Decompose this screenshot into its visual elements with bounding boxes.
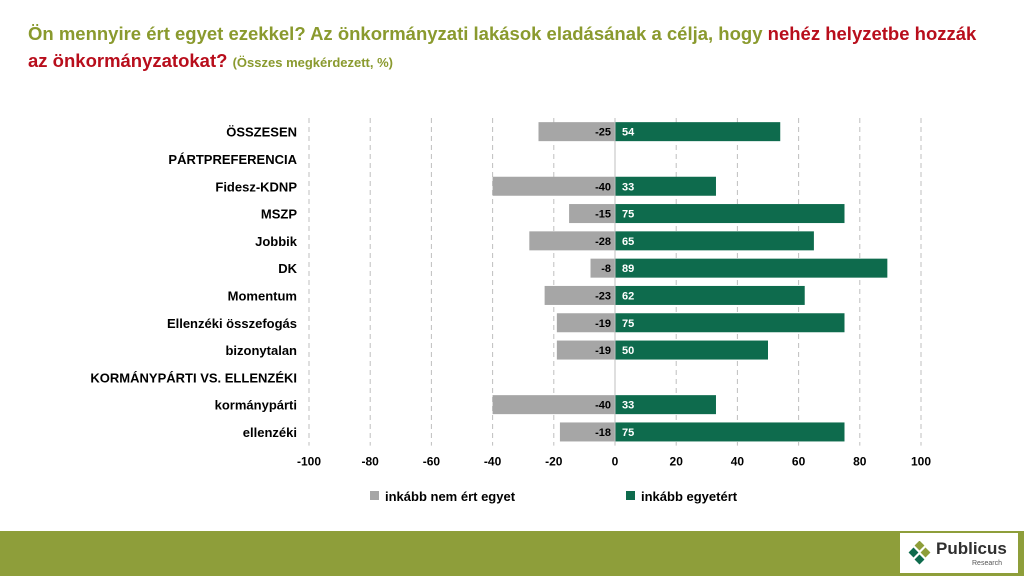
data-label-negative: -19 (595, 318, 611, 330)
category-label: Fidesz-KDNP (215, 179, 297, 194)
data-label-positive: 62 (622, 290, 634, 302)
data-label-negative: -25 (595, 127, 611, 139)
title-highlight-b: helyzetbe hozzák az önkormányzatokat (28, 23, 977, 71)
title-part1: Ön mennyire ért egyet ezekkel? Az önkorm… (28, 23, 768, 44)
bar-positive (615, 285, 805, 305)
bar-negative (556, 340, 615, 360)
category-label: kormánypárti (215, 398, 297, 413)
bar-positive (615, 313, 845, 333)
bar-positive (615, 395, 716, 415)
x-tick-label: 100 (911, 455, 931, 469)
bar-negative (569, 204, 615, 224)
data-label-positive: 65 (622, 236, 634, 248)
bar-negative (538, 122, 615, 142)
bar-negative (556, 313, 615, 333)
x-tick-label: 20 (670, 455, 684, 469)
x-tick-label: 60 (792, 455, 806, 469)
data-label-positive: 54 (622, 127, 635, 139)
x-tick-label: -100 (297, 455, 321, 469)
chart-title: Ön mennyire ért egyet ezekkel? Az önkorm… (28, 20, 988, 76)
category-label: PÁRTPREFERENCIA (168, 152, 297, 167)
data-label-negative: -40 (595, 181, 611, 193)
bar-positive (615, 340, 768, 360)
category-label: bizonytalan (225, 343, 297, 358)
bar-positive (615, 204, 845, 224)
data-label-positive: 33 (622, 400, 634, 412)
category-label: ellenzéki (243, 425, 297, 440)
bar-negative (590, 258, 615, 278)
data-label-positive: 33 (622, 181, 634, 193)
legend-label-negative: inkább nem ért egyet (385, 489, 516, 504)
data-label-positive: 75 (622, 427, 634, 439)
logo: Publicus Research (900, 533, 1018, 573)
data-label-positive: 75 (622, 318, 634, 330)
bar-positive (615, 122, 781, 142)
footer-bar (0, 531, 1024, 576)
legend-swatch-negative (370, 491, 379, 500)
data-label-negative: -28 (595, 236, 611, 248)
data-label-negative: -8 (601, 263, 611, 275)
chart-area: -100 -80 -60 -40 -20 0 20 40 60 80 100 ÖSSZESEN -25 5… (90, 118, 931, 504)
chart-subtitle: (Összes megkérdezett, %) (232, 55, 393, 70)
x-tick-label: -40 (484, 455, 502, 469)
bar-positive (615, 176, 716, 196)
x-tick-label: 80 (853, 455, 867, 469)
category-label: Jobbik (255, 234, 298, 249)
bar-positive (615, 422, 845, 442)
bar-negative (544, 285, 615, 305)
category-label: ÖSSZESEN (226, 125, 297, 140)
data-label-negative: -19 (595, 345, 611, 357)
title-highlight-a: nehéz (767, 23, 821, 44)
category-label: Ellenzéki összefogás (167, 316, 297, 331)
data-label-negative: -40 (595, 400, 611, 412)
title-question-mark: ? (216, 50, 228, 71)
x-tick-label: -60 (423, 455, 441, 469)
x-tick-label: 0 (612, 455, 619, 469)
logo-sub: Research (972, 560, 1002, 567)
legend-swatch-positive (626, 491, 635, 500)
legend-label-positive: inkább egyetért (641, 489, 738, 504)
category-label: MSZP (261, 207, 297, 222)
data-label-negative: -23 (595, 290, 611, 302)
bar-negative (559, 422, 615, 442)
x-tick-label: -80 (362, 455, 380, 469)
bar-positive (615, 258, 888, 278)
category-label: DK (278, 261, 297, 276)
data-label-positive: 75 (622, 209, 634, 221)
x-tick-label: -20 (545, 455, 563, 469)
bar-positive (615, 231, 814, 251)
category-label: KORMÁNYPÁRTI VS. ELLENZÉKI (90, 370, 297, 385)
bar-negative (492, 395, 615, 415)
x-tick-label: 40 (731, 455, 745, 469)
bar-negative (492, 176, 615, 196)
data-label-positive: 50 (622, 345, 634, 357)
logo-name: Publicus (936, 539, 1007, 558)
data-label-positive: 89 (622, 263, 634, 275)
category-label: Momentum (228, 288, 297, 303)
data-label-negative: -18 (595, 427, 611, 439)
data-label-negative: -15 (595, 209, 611, 221)
bar-negative (529, 231, 615, 251)
publicus-logo-icon (908, 541, 931, 565)
